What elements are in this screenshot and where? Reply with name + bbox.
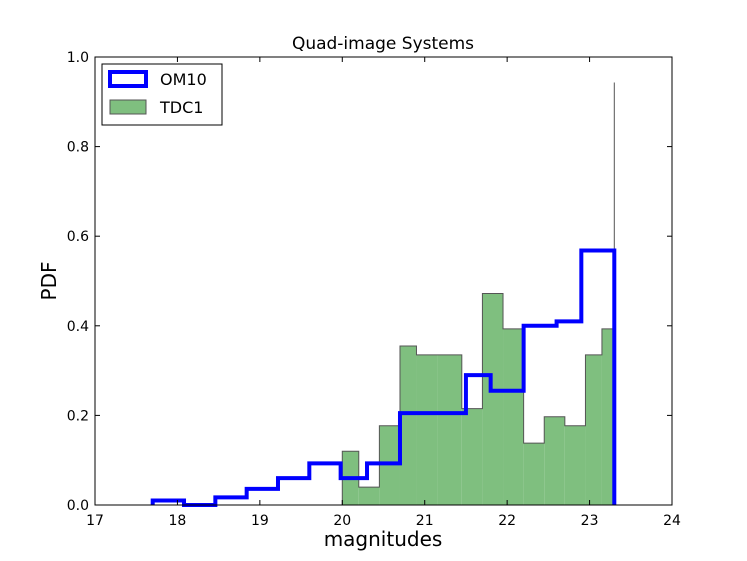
y-axis-label: PDF bbox=[37, 262, 61, 301]
tdc1-bar bbox=[399, 345, 417, 505]
x-tick-label: 18 bbox=[169, 513, 187, 529]
tdc1-bar bbox=[523, 443, 545, 505]
tdc1-bar bbox=[416, 354, 438, 505]
x-tick-label: 20 bbox=[333, 513, 351, 529]
y-tick-label: 0.6 bbox=[67, 229, 89, 245]
om10-step-line bbox=[150, 248, 617, 507]
plot-area bbox=[150, 82, 617, 507]
x-axis-ticks: 17 18 19 20 21 22 23 24 bbox=[86, 57, 681, 529]
y-tick-label: 0.0 bbox=[67, 498, 89, 514]
tdc1-bar bbox=[503, 328, 524, 505]
x-tick-label: 17 bbox=[86, 513, 104, 529]
x-tick-label: 21 bbox=[416, 513, 434, 529]
tdc1-outline bbox=[341, 82, 615, 505]
x-tick-label: 22 bbox=[498, 513, 516, 529]
legend-box bbox=[101, 63, 223, 126]
tdc1-bar bbox=[379, 425, 400, 505]
tdc1-bar bbox=[482, 293, 504, 505]
legend: OM10 TDC1 bbox=[101, 63, 223, 126]
y-axis-ticks: 0.0 0.2 0.4 0.6 0.8 1.0 bbox=[67, 50, 672, 514]
x-tick-label: 19 bbox=[251, 513, 269, 529]
tdc1-bar bbox=[585, 354, 602, 505]
tdc1-bar bbox=[437, 354, 462, 505]
legend-swatch-om10 bbox=[108, 70, 148, 88]
legend-swatch-tdc1 bbox=[109, 99, 147, 115]
y-tick-label: 0.2 bbox=[67, 408, 89, 424]
tdc1-bar bbox=[601, 328, 615, 505]
tdc1-bar bbox=[544, 416, 565, 505]
plot-frame bbox=[94, 56, 673, 506]
x-tick-label: 24 bbox=[663, 513, 681, 529]
tdc1-bar bbox=[461, 408, 483, 505]
x-axis-label: magnitudes bbox=[324, 527, 443, 551]
chart-title: Quad-image Systems bbox=[292, 34, 474, 54]
y-tick-label: 0.4 bbox=[67, 319, 89, 335]
y-tick-label: 0.8 bbox=[67, 140, 89, 156]
tdc1-bar bbox=[564, 425, 586, 505]
x-tick-label: 23 bbox=[581, 513, 599, 529]
tdc1-bar bbox=[358, 487, 380, 505]
legend-label-om10: OM10 bbox=[160, 70, 207, 89]
legend-label-tdc1: TDC1 bbox=[159, 98, 203, 117]
y-tick-label: 1.0 bbox=[67, 50, 89, 66]
